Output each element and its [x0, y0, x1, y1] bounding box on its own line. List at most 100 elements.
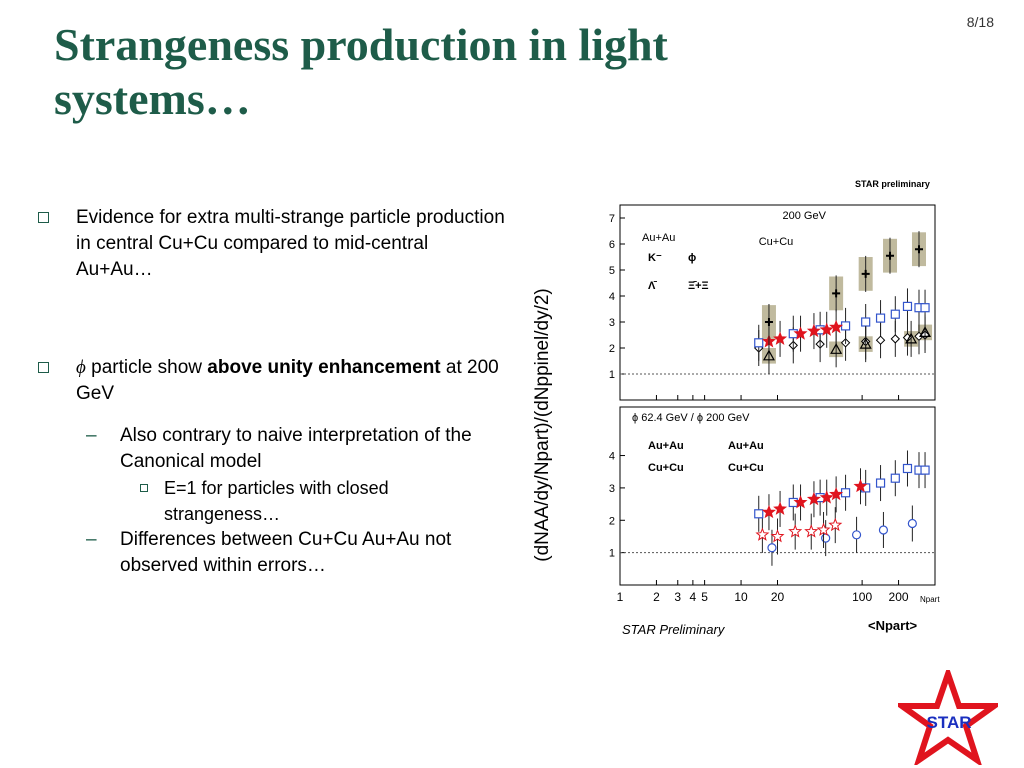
data-point: [829, 487, 844, 501]
legend-entry: Au+Au: [648, 440, 684, 452]
dash-bullet-icon: –: [86, 529, 97, 550]
y-tick-label: 4: [609, 291, 615, 303]
legend-entry: Cu+Cu: [728, 462, 764, 474]
data-point: [840, 321, 851, 331]
legend-entry: Λ̄: [648, 280, 657, 292]
legend: Au+Au Cu+Cu K⁻ ϕ Λ̄ Ξ̄+Ξ: [642, 232, 793, 292]
figure-caption: STAR Preliminary: [622, 622, 725, 637]
chart-panel-1: 1 2 3 4 5 6 7 200 GeV Au+Au Cu+Cu K⁻ ϕ Λ̄ Ξ̄+Ξ: [609, 204, 936, 401]
data-point: [806, 323, 821, 338]
data-point: [806, 491, 821, 506]
data-point: [761, 504, 777, 519]
y-tick-label: 2: [609, 343, 615, 355]
y-tick-label: 3: [609, 483, 615, 495]
data-point: [821, 533, 831, 543]
panel-title: ϕ 62.4 GeV / ϕ 200 GeV: [632, 412, 750, 424]
sub-bullet-differences: – Differences between Cu+Cu Au+Au not ob…: [38, 527, 508, 579]
x-tick-label: 4: [690, 590, 697, 604]
y-tick-label: 3: [609, 317, 615, 329]
data-point: [828, 517, 843, 532]
data-point: [859, 337, 872, 349]
data-point: [819, 490, 834, 504]
series-open-star: [755, 507, 843, 555]
x-tick-label: 10: [734, 590, 748, 604]
x-tick-label: 1: [617, 590, 624, 604]
x-tick-label: 2: [653, 590, 660, 604]
data-point: [755, 527, 770, 541]
data-point: [902, 301, 913, 312]
series-square: [754, 288, 930, 361]
sub-bullet-canonical: – Also contrary to naive interpretation …: [38, 423, 508, 475]
data-point: [902, 463, 913, 474]
data-point: [819, 322, 834, 336]
data-point: [754, 338, 764, 348]
data-point: [816, 522, 831, 536]
bullet-text: particle show: [85, 357, 208, 378]
square-bullet-icon: [38, 212, 49, 223]
dash-bullet-icon: –: [86, 425, 97, 446]
x-axis-unit-label: Npart: [920, 595, 940, 604]
x-tick-label: 5: [701, 590, 708, 604]
y-tick-label: 1: [609, 548, 615, 560]
sub-sub-bullet-text: E=1 for particles with closed strangenes…: [164, 478, 389, 524]
data-point: [890, 309, 900, 319]
data-point: [861, 269, 870, 278]
y-tick-label: 6: [609, 239, 615, 251]
sub-bullet-text: Also contrary to naive interpretation of…: [120, 425, 472, 472]
legend-group-label: Cu+Cu: [759, 236, 794, 248]
legend-entry: Cu+Cu: [648, 462, 684, 474]
y-tick-label: 7: [609, 213, 615, 225]
data-point: [829, 319, 844, 334]
data-point: [788, 524, 803, 538]
square-bullet-icon: [38, 362, 49, 373]
data-point: [770, 529, 785, 543]
bullet-cucu-evidence: Evidence for extra multi-strange particl…: [38, 205, 508, 283]
legend-entry: ϕ: [688, 252, 696, 264]
data-point: [788, 497, 798, 508]
data-point: [878, 525, 889, 535]
data-point: [905, 332, 918, 344]
data-point: [920, 465, 930, 475]
sub-sub-bullet-closed-strangeness: E=1 for particles with closed strangenes…: [38, 475, 508, 527]
data-point: [830, 343, 843, 354]
data-point: [920, 303, 930, 313]
bullet-text-tail: at 200 GeV: [76, 357, 499, 404]
data-point: [914, 245, 923, 254]
data-point: [840, 488, 851, 498]
series-star: [761, 468, 868, 531]
legend-entry: Ξ̄+Ξ: [688, 280, 709, 292]
data-point: [762, 349, 775, 361]
data-point: [832, 289, 841, 298]
legend-group-label: Au+Au: [642, 232, 675, 244]
data-point: [788, 329, 798, 339]
y-tick-label: 1: [609, 369, 615, 381]
slide-title: Strangeness production in light systems…: [54, 19, 668, 124]
panel-title: 200 GeV: [783, 210, 827, 222]
phi-symbol: ϕ: [76, 357, 86, 378]
series-cross: [764, 231, 923, 340]
data-point: [853, 478, 868, 493]
data-point: [793, 326, 808, 340]
data-point: [875, 313, 886, 323]
data-point: [754, 509, 764, 519]
bullet-list: Evidence for extra multi-strange particl…: [38, 205, 508, 579]
data-point: [919, 326, 932, 337]
data-point: [773, 331, 788, 345]
data-point: [907, 518, 917, 529]
data-point: [851, 530, 862, 540]
series-triangle: [762, 314, 932, 374]
data-point: [861, 317, 871, 327]
data-point: [886, 251, 895, 260]
data-point: [804, 524, 819, 538]
data-point: [890, 334, 901, 344]
star-logo-icon: STAR: [898, 670, 998, 765]
data-point: [793, 495, 808, 509]
series-circle: [767, 505, 917, 566]
x-tick-label: 3: [674, 590, 681, 604]
x-tick-label: 20: [771, 590, 785, 604]
legend-entry: K⁻: [648, 252, 662, 264]
x-tick-label: 200: [889, 590, 909, 604]
star-logo-text: STAR: [926, 713, 971, 732]
